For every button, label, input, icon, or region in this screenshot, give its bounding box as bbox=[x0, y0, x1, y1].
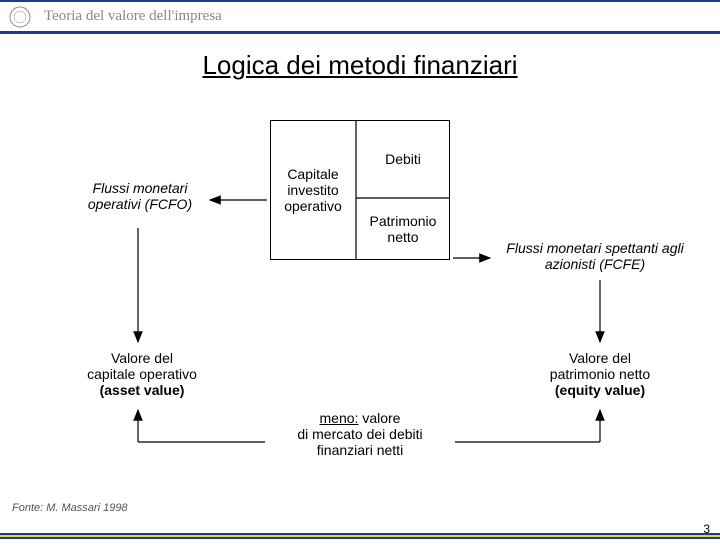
page-number: 3 bbox=[703, 522, 710, 536]
header-bar: Teoria del valore dell'impresa bbox=[0, 0, 720, 34]
footer-stripe bbox=[0, 533, 720, 539]
patrimonio-netto-label: Patrimonionetto bbox=[356, 198, 450, 260]
equity-value-label: Valore delpatrimonio netto(equity value) bbox=[520, 350, 680, 398]
diagram-area: Capitaleinvestitooperativo Debiti Patrim… bbox=[0, 80, 720, 490]
source-citation: Fonte: M. Massari 1998 bbox=[12, 502, 128, 514]
asset-value-label: Valore delcapitale operativo(asset value… bbox=[62, 350, 222, 398]
seal-icon bbox=[8, 5, 32, 29]
debiti-label: Debiti bbox=[356, 120, 450, 198]
footer bbox=[0, 526, 720, 540]
page-title: Logica dei metodi finanziari bbox=[0, 50, 720, 81]
meno-label: meno: valoredi mercato dei debitifinanzi… bbox=[270, 410, 450, 458]
fcfo-label: Flussi monetarioperativi (FCFO) bbox=[70, 180, 210, 212]
fcfe-label: Flussi monetari spettanti agliazionisti … bbox=[490, 240, 700, 272]
header-title: Teoria del valore dell'impresa bbox=[44, 8, 222, 25]
capitale-investito-label: Capitaleinvestitooperativo bbox=[270, 120, 356, 260]
